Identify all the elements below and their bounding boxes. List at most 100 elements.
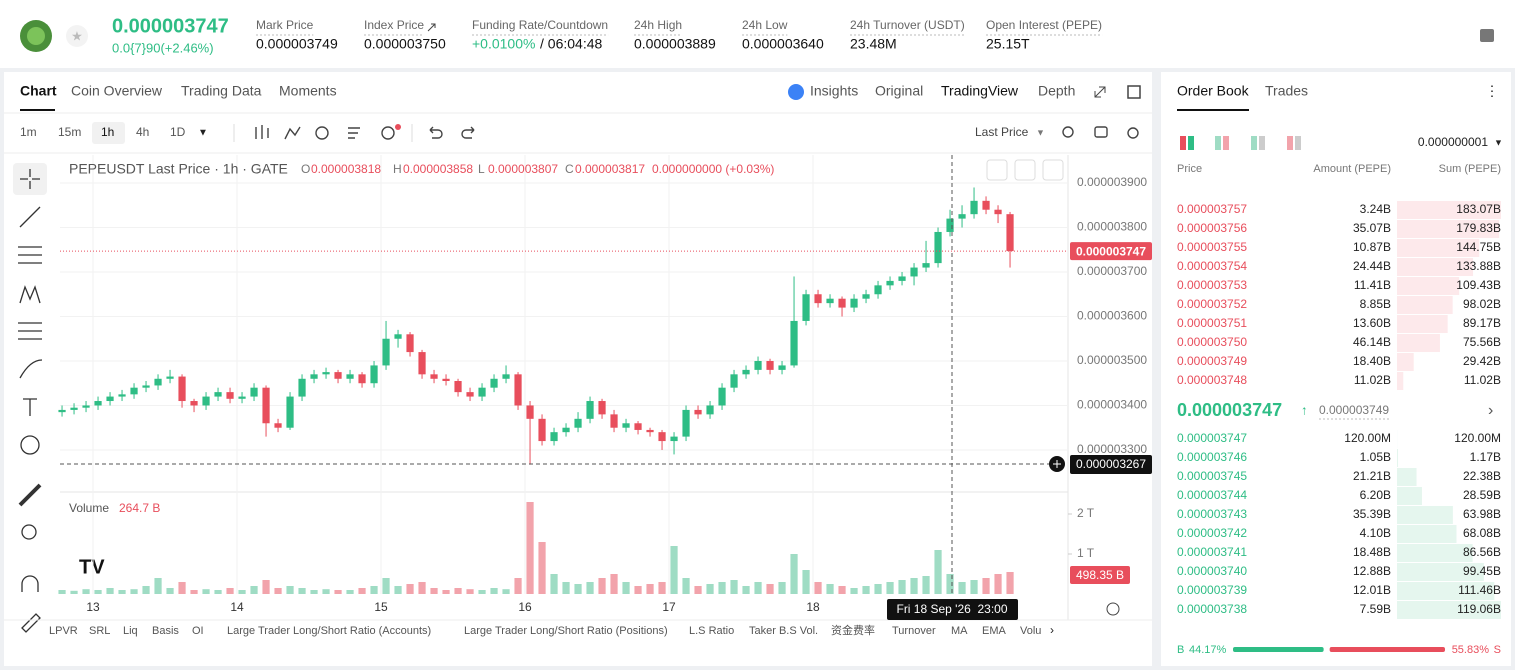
fullscreen-button[interactable] [1042,159,1064,181]
mode-both[interactable] [1180,136,1186,150]
camera-icon[interactable] [1094,126,1108,138]
book-tab[interactable]: Trades [1265,83,1308,99]
drawing-toolbar[interactable] [13,163,47,633]
book-tab[interactable]: Order Book [1177,83,1250,99]
price-source[interactable]: Last Price [975,125,1029,139]
indicator-icon[interactable] [284,126,301,140]
book-price[interactable]: 0.000003745 [1177,469,1247,483]
collapse-button[interactable] [1014,159,1036,181]
pattern-tool[interactable] [19,285,41,304]
undo-icon[interactable] [429,126,443,139]
line-tool[interactable] [19,206,41,228]
chart-tab[interactable]: Chart [20,83,57,99]
indicator-tab[interactable]: Large Trader Long/Short Ratio (Positions… [464,625,668,637]
chart-buttons[interactable] [986,159,1064,181]
brush-tool[interactable] [19,359,43,379]
mode-both[interactable] [1188,136,1194,150]
indicator-tab[interactable]: EMA [982,625,1007,637]
book-price[interactable]: 0.000003752 [1177,297,1247,311]
projection-tool[interactable] [18,322,42,340]
book-price[interactable]: 0.000003746 [1177,450,1247,464]
book-price[interactable]: 0.000003750 [1177,335,1247,349]
indicator-tab[interactable]: Liq [123,625,138,637]
indicator-tab[interactable]: L.S Ratio [689,625,734,637]
pencil-tool[interactable] [21,613,41,633]
chart-tab[interactable]: Trading Data [181,83,262,99]
favorite-button[interactable] [66,25,88,47]
mode-bids[interactable] [1215,136,1221,150]
source-caret[interactable]: ▼ [1036,127,1045,137]
book-mode-icons[interactable] [1180,136,1301,150]
indicator-tab[interactable]: Turnover [892,625,936,637]
book-price[interactable]: 0.000003744 [1177,488,1247,502]
text-tool[interactable] [23,398,37,416]
more-indicators[interactable]: › [1050,623,1054,637]
book-price[interactable]: 0.000003753 [1177,278,1247,292]
interval[interactable]: 15m [58,125,81,139]
replay-icon[interactable] [315,126,329,140]
book-price[interactable]: 0.000003738 [1177,602,1247,616]
indicator-tab[interactable]: MA [951,625,968,637]
settings-icon[interactable] [1127,127,1139,139]
crosshair-tool[interactable] [20,169,40,189]
book-price[interactable]: 0.000003743 [1177,507,1247,521]
interval[interactable]: 1D [170,125,186,139]
emoji-tool[interactable] [20,435,40,455]
ruler-tool[interactable] [18,483,42,507]
settings-icon[interactable] [1106,602,1120,616]
indicator-tab[interactable]: Basis [152,625,179,637]
more-icon[interactable]: ⋮ [1485,83,1499,99]
book-price[interactable]: 0.000003739 [1177,583,1247,597]
book-price[interactable]: 0.000003748 [1177,373,1247,387]
mode-red[interactable] [1295,136,1301,150]
book-price[interactable]: 0.000003749 [1177,354,1247,368]
chevron[interactable]: › [1488,402,1493,419]
toolbar-icons[interactable] [255,125,1139,140]
menu-icon[interactable] [1480,29,1494,42]
book-price[interactable]: 0.000003740 [1177,564,1247,578]
mode-bids[interactable] [1223,136,1229,150]
book-price[interactable]: 0.000003757 [1177,202,1247,216]
layout-icon[interactable] [1127,85,1141,99]
expand-icon[interactable] [1094,86,1106,98]
view-tab[interactable]: Insights [810,83,858,99]
mode-asks[interactable] [1251,136,1257,150]
indicator-tab[interactable]: OI [192,625,204,637]
indicator-tab[interactable]: LPVR [49,625,78,637]
precision-caret[interactable]: ▼ [1494,137,1503,147]
indicator-tab[interactable]: Large Trader Long/Short Ratio (Accounts) [227,625,431,637]
mode-asks[interactable] [1259,136,1265,150]
precision[interactable]: 0.000000001 [1418,135,1488,149]
indicator-tab[interactable]: SRL [89,625,110,637]
indicator-tab[interactable]: Volu [1020,625,1041,637]
book-price[interactable]: 0.000003742 [1177,526,1247,540]
book-price[interactable]: 0.000003756 [1177,221,1247,235]
book-price[interactable]: 0.000003741 [1177,545,1247,559]
search-icon[interactable] [1062,126,1074,138]
book-price[interactable]: 0.000003754 [1177,259,1247,273]
view-tab[interactable]: Original [875,83,923,99]
redo-icon[interactable] [461,126,475,139]
add-icon[interactable] [381,126,395,140]
interval[interactable]: 1m [20,125,37,139]
book-price[interactable]: 0.000003755 [1177,240,1247,254]
interval[interactable]: 4h [136,125,149,139]
chart-tab[interactable]: Moments [279,83,337,99]
scroll-button[interactable] [986,159,1008,181]
zoom-tool[interactable] [21,524,37,540]
book-price[interactable]: 0.000003751 [1177,316,1247,330]
chart-tab[interactable]: Coin Overview [71,83,163,99]
indicator-tab[interactable]: Taker B.S Vol. [749,625,818,637]
star-icon[interactable]: ★ [71,28,83,43]
interval[interactable]: 1h [101,125,114,139]
magnet-tool[interactable] [21,575,39,592]
view-tab[interactable]: Depth [1038,83,1075,99]
indicator-tab[interactable]: 资金费率 [831,623,875,637]
interval-caret[interactable]: ▼ [198,128,208,139]
fib-tool[interactable] [18,246,42,264]
book-price[interactable]: 0.000003747 [1177,431,1247,445]
view-tab[interactable]: TradingView [941,83,1019,99]
template-icon[interactable] [348,127,360,139]
candles-icon[interactable] [255,125,269,139]
mode-red[interactable] [1287,136,1293,150]
